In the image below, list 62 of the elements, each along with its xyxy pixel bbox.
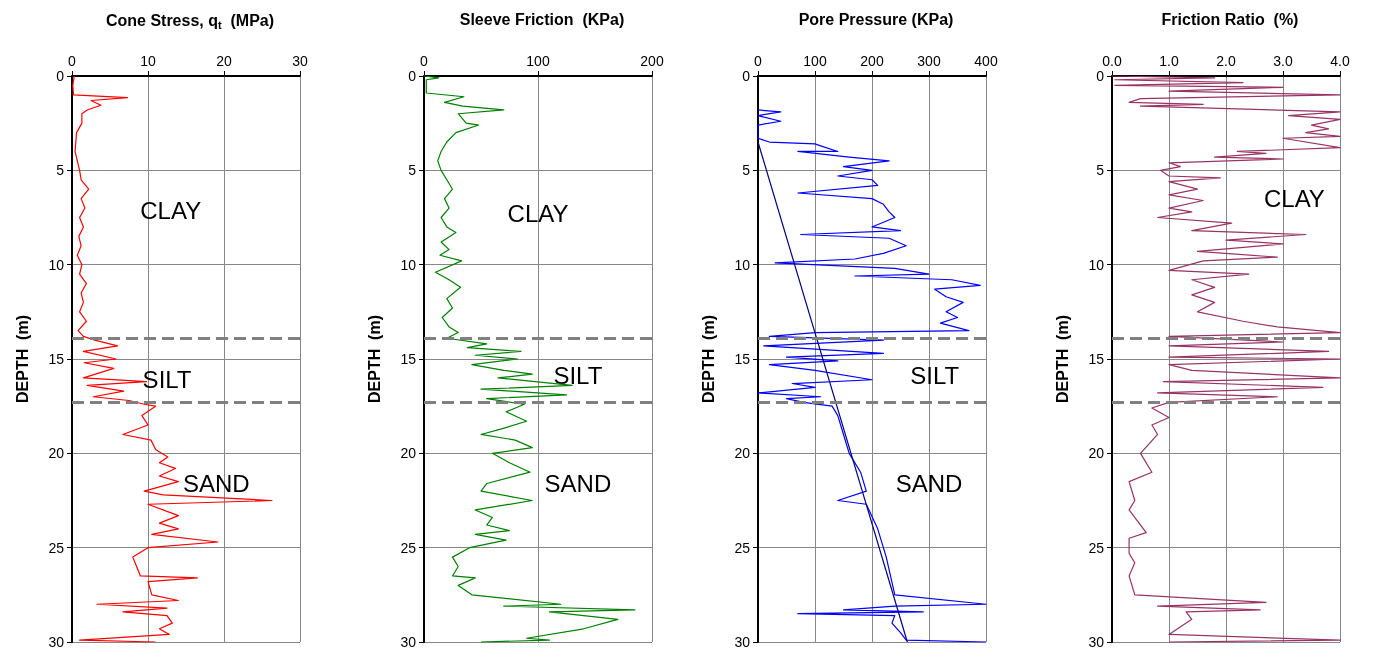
- x-tick-label: 200: [640, 53, 664, 69]
- y-tick-label: 30: [734, 634, 751, 650]
- x-tick-label: 100: [803, 53, 827, 69]
- x-tick-label: 30: [292, 53, 308, 69]
- x-tick-label: 20: [216, 53, 232, 69]
- x-tick-label: 200: [860, 53, 884, 69]
- x-tick-label: 1.0: [1159, 53, 1179, 69]
- annotation: SILT: [553, 362, 603, 390]
- x-tick-label: 300: [917, 53, 941, 69]
- y-tick-label: 20: [734, 445, 751, 462]
- y-tick-label: 20: [400, 445, 417, 462]
- y-tick-label: 15: [48, 351, 65, 367]
- y-tick-label: 25: [48, 539, 65, 556]
- y-tick-label: 30: [48, 634, 65, 650]
- y-axis-title: DEPTH (m): [1053, 315, 1071, 403]
- y-tick-label: 0: [408, 68, 417, 84]
- y-tick-label: 15: [1088, 351, 1105, 367]
- annotation: CLAY: [507, 200, 569, 228]
- y-tick-label: 0: [1096, 68, 1105, 84]
- annotation: SAND: [895, 470, 963, 498]
- x-tick-label: 3.0: [1273, 53, 1293, 69]
- annotation: CLAY: [1263, 185, 1325, 213]
- y-tick-label: 20: [48, 445, 65, 462]
- y-axis-title: DEPTH (m): [365, 315, 383, 403]
- chart-title: Sleeve Friction (KPa): [459, 10, 625, 28]
- y-tick-label: 5: [56, 162, 65, 179]
- y-tick-label: 0: [742, 68, 751, 84]
- x-tick-label: 100: [526, 53, 550, 69]
- y-axis-title: DEPTH (m): [699, 315, 717, 403]
- y-tick-label: 10: [1088, 256, 1105, 273]
- x-tick-label: 10: [140, 53, 156, 69]
- annotation: SAND: [544, 470, 612, 498]
- x-tick-label: 0.0: [1102, 53, 1122, 69]
- y-tick-label: 5: [408, 162, 417, 179]
- chart-title: Pore Pressure (KPa): [798, 10, 954, 28]
- y-tick-label: 15: [734, 351, 751, 367]
- chart-title: Friction Ratio (%): [1161, 10, 1299, 28]
- y-tick-label: 10: [48, 256, 65, 273]
- y-tick-label: 25: [400, 539, 417, 556]
- annotation: SILT: [910, 362, 960, 390]
- y-tick-label: 10: [734, 256, 751, 273]
- annotation: SAND: [182, 470, 250, 498]
- line-series: [757, 109, 987, 643]
- y-tick-label: 30: [400, 634, 417, 650]
- x-tick-label: 0: [420, 53, 429, 69]
- y-tick-label: 30: [1088, 634, 1105, 650]
- y-tick-label: 25: [734, 539, 751, 556]
- y-tick-label: 25: [1088, 539, 1105, 556]
- y-tick-label: 20: [1088, 445, 1105, 462]
- x-tick-label: 4.0: [1330, 53, 1350, 69]
- y-tick-label: 0: [56, 68, 65, 84]
- x-tick-label: 400: [974, 53, 998, 69]
- annotation: CLAY: [140, 196, 202, 224]
- annotation: SILT: [142, 366, 192, 394]
- y-axis-title: DEPTH (m): [13, 315, 31, 403]
- y-tick-label: 15: [400, 351, 417, 367]
- x-tick-label: 0: [68, 53, 77, 69]
- x-tick-label: 0: [754, 53, 763, 69]
- y-tick-label: 10: [400, 256, 417, 273]
- x-tick-label: 2.0: [1216, 53, 1236, 69]
- y-tick-label: 5: [742, 162, 751, 179]
- y-tick-label: 5: [1096, 162, 1105, 179]
